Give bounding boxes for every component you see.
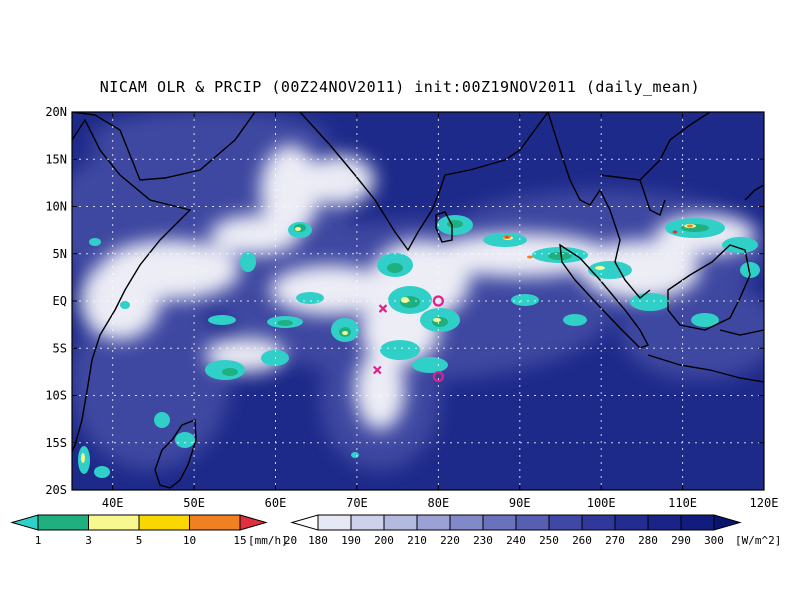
colorbar-label: 230 [473,534,493,547]
colorbar-cell [416,514,451,531]
lon-tick-label: 90E [509,496,531,510]
colorbar-label: 300 [704,534,724,547]
lat-tick-label: 10N [45,200,67,214]
colorbar-cell [290,514,319,531]
colorbar-label: 290 [671,534,691,547]
colorbar-label: 190 [341,534,361,547]
lat-tick-label: 20S [45,483,67,497]
colorbar-cell [614,514,649,531]
precip-patches [78,215,760,478]
lat-tick-label: 5N [53,247,67,261]
colorbar-label: 280 [638,534,658,547]
colorbar-cell [515,514,550,531]
lat-tick-label: 20N [45,105,67,119]
lat-tick-label: EQ [53,294,67,308]
colorbar-cell [548,514,583,531]
axis-ticks: 40E 50E 60E 70E 80E 90E 100E 110E 120E 20N 15N 10N 5… [45,105,778,510]
precip-colorbar: 1 3 5 10 15 20[mm/h] [10,514,297,547]
colorbar-cell [317,514,352,531]
colorbar-cell [88,514,140,531]
coastlines [72,112,764,489]
x-marker [378,304,388,313]
lon-tick-label: 40E [102,496,124,510]
lon-tick-label: 70E [346,496,368,510]
colorbar-cell [189,514,241,531]
colorbar-cell [449,514,484,531]
colorbar-label: 250 [539,534,559,547]
colorbar-cell [10,514,39,531]
colorbar-cell [239,514,268,531]
colorbar-label: 10 [183,534,196,547]
circle-marker [432,295,444,307]
lon-tick-label: 60E [265,496,287,510]
colorbar-label: 3 [85,534,92,547]
lon-tick-label: 120E [750,496,779,510]
colorbar-label: 270 [605,534,625,547]
colorbar-label: 180 [308,534,328,547]
colorbar-label: 240 [506,534,526,547]
olr-unit-label: [W/m^2] [735,534,781,547]
colorbar-cell [138,514,190,531]
colorbar-label: 20 [284,534,297,547]
lat-tick-label: 15S [45,436,67,450]
colorbar-cell [680,514,715,531]
lon-tick-label: 80E [428,496,450,510]
circle-marker [432,371,444,383]
colorbar-label: 200 [374,534,394,547]
precip-unit-label: [mm/h] [248,534,288,547]
x-marker [373,365,382,375]
colorbar-label: 260 [572,534,592,547]
colorbar-label: 5 [136,534,143,547]
lat-tick-label: 10S [45,389,67,403]
lon-tick-label: 110E [668,496,697,510]
olr-field [72,112,764,490]
colorbar-label: 1 [35,534,42,547]
lat-tick-label: 15N [45,152,67,166]
colorbar-cell [350,514,385,531]
olr-colorbar: 180 190 200 210 220 230 240 250 260 270 280 290 300 [… [290,514,781,547]
marker-layer [373,295,444,383]
lon-tick-label: 100E [587,496,616,510]
gridlines [72,112,764,490]
colorbar-label: 220 [440,534,460,547]
colorbar-cell [647,514,682,531]
map-title: NICAM OLR & PRCIP (00Z24NOV2011) init:00… [99,78,701,96]
colorbar-label: 15 [233,534,246,547]
colorbar-label: 210 [407,534,427,547]
colorbar-cell [581,514,616,531]
colorbar-cell [383,514,418,531]
colorbar-cell [713,514,742,531]
colorbar-cell [37,514,89,531]
lon-tick-label: 50E [183,496,205,510]
colorbar-cell [482,514,517,531]
lat-tick-label: 5S [53,341,67,355]
